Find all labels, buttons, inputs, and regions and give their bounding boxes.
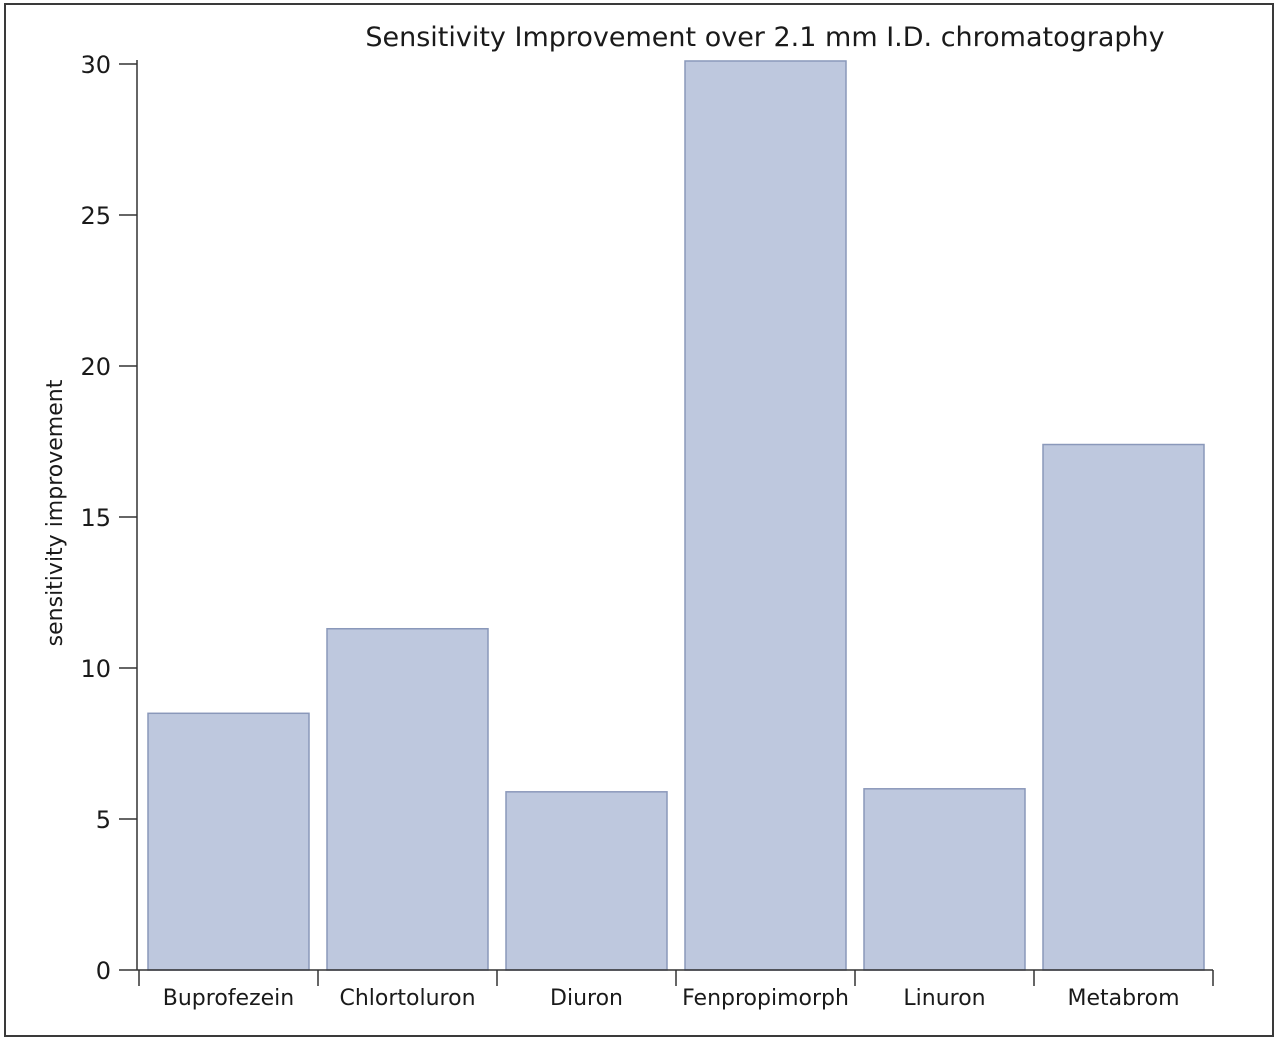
y-axis: 0 5 10 15 20 25 30 <box>80 51 138 985</box>
x-axis: Buprofezein Chlortoluron Diuron Fenpropimor… <box>137 969 1214 1011</box>
bar-diuron <box>505 791 668 971</box>
bar-chlortoluron <box>326 627 489 971</box>
y-tick-label: 30 <box>80 51 111 79</box>
x-tick-label: Buprofezein <box>163 986 294 1011</box>
chart-title: Sensitivity Improvement over 2.1 mm I.D.… <box>365 22 1164 53</box>
bars-group <box>147 60 1205 971</box>
y-tick-label: 20 <box>80 353 111 381</box>
x-tick-label: Linuron <box>903 986 985 1011</box>
x-tick-label: Fenpropimorph <box>682 986 849 1011</box>
y-tick-label: 5 <box>96 806 111 834</box>
y-tick-label: 25 <box>80 202 111 230</box>
x-tick-label: Metabrom <box>1067 986 1179 1011</box>
bar-buprofezein <box>147 712 310 971</box>
x-tick-label: Chlortoluron <box>339 986 475 1011</box>
x-tick-label: Diuron <box>550 986 623 1011</box>
y-tick-label: 10 <box>80 655 111 683</box>
y-tick-label: 15 <box>80 504 111 532</box>
y-tick-label: 0 <box>96 957 111 985</box>
bar-linuron <box>863 788 1026 971</box>
bar-fenpropimorph <box>684 60 847 971</box>
bar-metabrom <box>1042 443 1205 971</box>
y-axis-label: sensitivity improvement <box>43 379 68 646</box>
